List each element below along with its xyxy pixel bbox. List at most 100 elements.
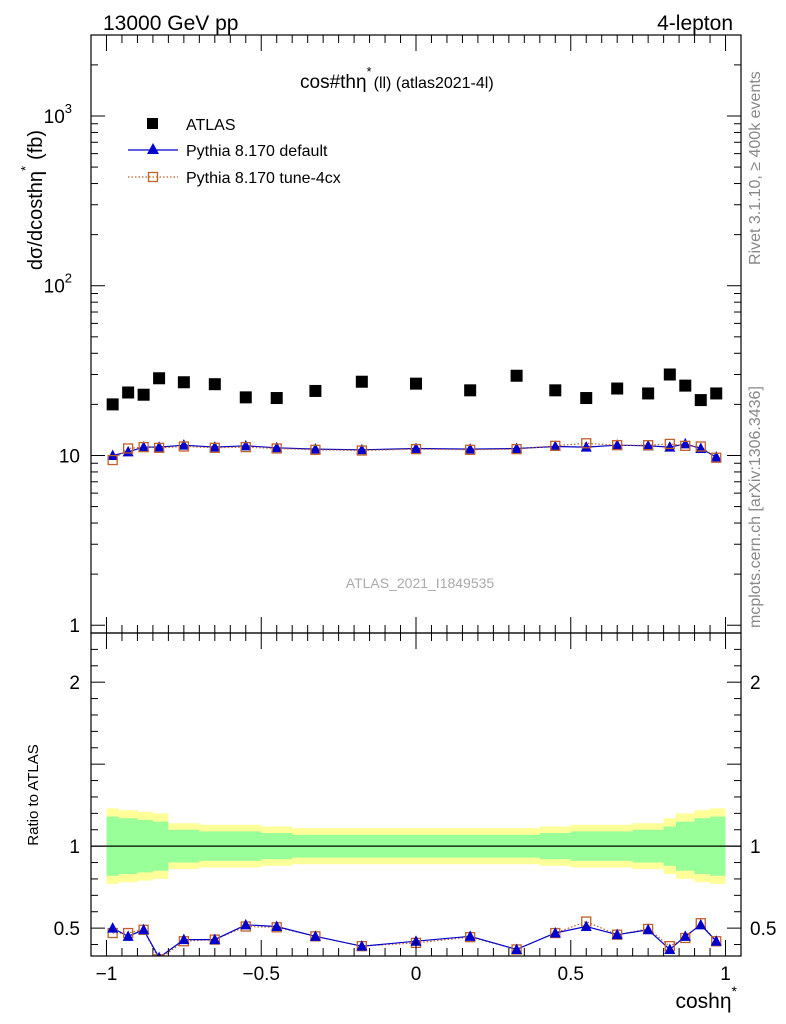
main-axis-ticks — [91, 34, 741, 633]
legend-label-atlas: ATLAS — [186, 117, 236, 134]
atlas-data-point — [270, 392, 283, 405]
default-point — [178, 439, 190, 450]
atlas-data-point — [710, 387, 723, 400]
atlas-data-point — [355, 375, 368, 388]
x-axis-label: coshη* — [676, 983, 738, 1013]
legend-marker-default — [147, 143, 159, 154]
ratio-default-point — [580, 920, 592, 931]
ratio-y-tick-label-right: 2 — [750, 673, 761, 694]
tune4cx-point — [122, 443, 134, 454]
analysis-watermark: ATLAS_2021_I1849535 — [346, 575, 495, 591]
y-tick-label: 103 — [44, 101, 72, 128]
rivet-version-label: Rivet 3.1.10, ≥ 400k events — [747, 71, 764, 265]
default-point — [549, 440, 561, 451]
tune4cx-point — [581, 438, 592, 449]
ratio-tune4cx-line — [112, 920, 717, 956]
default-point — [710, 450, 722, 462]
default-point — [511, 442, 523, 453]
ratio-default-point — [695, 918, 707, 930]
default-point — [410, 442, 422, 453]
y-tick-label: 1 — [69, 616, 80, 637]
atlas-data-point — [177, 376, 190, 389]
atlas-data-point — [679, 379, 692, 392]
ratio-default-point — [356, 940, 368, 951]
atlas-data-point — [694, 394, 707, 407]
ratio-data-series — [107, 916, 722, 956]
tune4cx-point — [664, 438, 675, 450]
atlas-data-point — [410, 377, 422, 390]
y-tick-label: 102 — [44, 271, 72, 298]
tune4cx-point — [612, 440, 623, 451]
default-point — [209, 441, 221, 452]
ratio-y-tick-label-right: 1 — [750, 837, 761, 858]
ratio-plot-frame — [90, 632, 742, 957]
legend-marker-tune4cx — [147, 171, 159, 183]
ratio-default-point — [240, 918, 252, 930]
tune4cx-point — [356, 445, 367, 456]
mcplots-reference-label: mcplots.cern.ch [arXiv:1306.3436] — [747, 386, 764, 628]
tune4cx-point — [138, 441, 149, 453]
atlas-data-point — [663, 368, 676, 381]
main-plot-frame — [90, 34, 742, 634]
legend: ATLAS Pythia 8.170 default Pythia 8.170 … — [128, 117, 341, 187]
main-panel: 1 10 102 103 ATLAS_2021_I1849535 cos#thη*(l… — [18, 34, 742, 637]
x-tick-label: −1 — [96, 964, 118, 985]
y-tick-label: 10 — [59, 446, 80, 467]
tune4cx-point — [153, 442, 165, 453]
ratio-default-point — [209, 933, 221, 945]
x-tick-label: 0 — [411, 964, 422, 985]
ratio-default-point — [710, 935, 722, 946]
atlas-data-point — [122, 386, 135, 399]
tune4cx-point — [107, 454, 118, 466]
ratio-default-point — [271, 920, 283, 931]
atlas-data-point — [510, 369, 523, 382]
ratio-default-point — [611, 928, 623, 940]
tune4cx-point — [642, 440, 654, 451]
main-y-tick-labels: 1 10 102 103 — [44, 101, 80, 637]
tune4cx-point — [511, 443, 522, 455]
ratio-default-point — [549, 927, 561, 938]
tune4cx-point — [310, 444, 321, 455]
default-point — [356, 443, 368, 455]
ratio-default-point — [679, 930, 691, 941]
default-point — [107, 449, 119, 460]
legend-marker-atlas — [147, 118, 158, 129]
default-point — [240, 439, 252, 451]
ratio-default-point — [309, 930, 321, 941]
ratio-y-tick-label: 0.5 — [54, 919, 80, 940]
beam-energy-label: 13000 GeV pp — [103, 12, 238, 35]
default-point — [309, 443, 321, 454]
process-label: 4-lepton — [657, 12, 733, 35]
ratio-y-tick-label-right: 0.5 — [750, 919, 776, 940]
default-point — [153, 441, 165, 452]
tune4cx-point — [465, 444, 476, 455]
ratio-default-point — [464, 930, 476, 941]
atlas-data-point — [549, 384, 562, 397]
ratio-default-point — [138, 923, 150, 935]
default-point — [611, 439, 623, 450]
plot-title: cos#thη*(ll) (atlas2021-4l) — [300, 64, 494, 93]
default-point — [464, 443, 476, 454]
atlas-data-point — [106, 398, 119, 411]
ratio-y-axis-label: Ratio to ATLAS — [25, 744, 42, 845]
main-y-axis-label: dσ/dcosthη*(fb) — [18, 130, 47, 270]
atlas-data-point — [309, 384, 322, 397]
main-data-series — [106, 368, 723, 466]
atlas-data-point — [580, 392, 593, 405]
ratio-default-point — [642, 923, 654, 935]
ratio-panel: 0.5 0.5 1 1 2 2 −1 −0.5 0 0.5 1 Ratio to ATLAS co… — [25, 632, 777, 1013]
default-point — [138, 441, 150, 452]
default-point — [122, 445, 134, 457]
atlas-data-point — [464, 384, 477, 397]
ratio-y-tick-label: 2 — [69, 673, 80, 694]
default-point — [580, 441, 592, 452]
ratio-default-point — [178, 933, 190, 945]
atlas-data-point — [239, 391, 252, 404]
atlas-data-point — [137, 388, 150, 401]
ratio-y-tick-labels: 0.5 0.5 1 1 2 2 — [54, 673, 777, 940]
default-point — [679, 437, 691, 449]
tune4cx-point — [240, 441, 251, 453]
ratio-default-point — [511, 943, 523, 954]
ratio-default-point — [107, 922, 119, 933]
